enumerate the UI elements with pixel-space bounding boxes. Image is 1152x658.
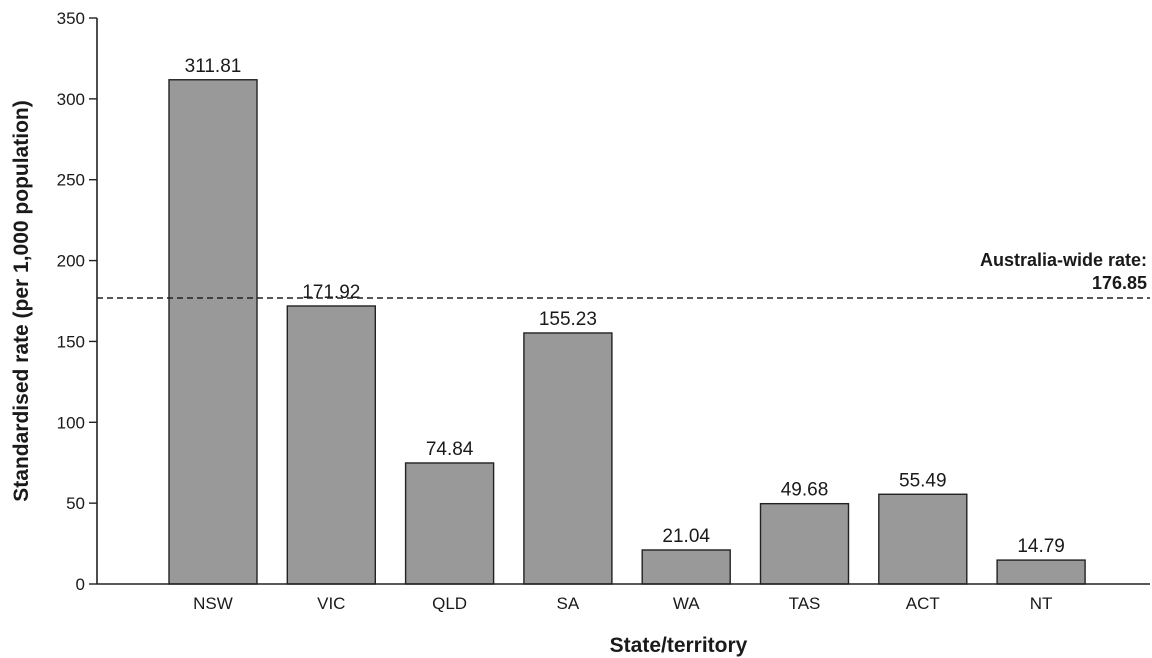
y-tick-label: 100	[57, 413, 85, 432]
y-tick-label: 50	[66, 494, 85, 513]
bar-qld	[404, 462, 495, 585]
reference-line-label: Australia-wide rate:	[980, 250, 1147, 270]
bar-tas	[759, 502, 850, 585]
bar-act	[878, 493, 968, 585]
y-tick-label: 200	[57, 252, 85, 271]
y-tick-label: 150	[57, 332, 85, 351]
x-tick-label-wa: WA	[673, 594, 700, 613]
data-label-act: 55.49	[899, 470, 947, 491]
data-label-nsw: 311.81	[185, 56, 242, 77]
x-tick-label-nsw: NSW	[193, 594, 233, 613]
x-tick-label-tas: TAS	[789, 594, 821, 613]
data-labels: 311.81 171.92 74.84 155.23 21.04 49.68 55.49 14…	[185, 56, 1065, 557]
y-axis-title: Standardised rate (per 1,000 population)	[10, 100, 33, 501]
x-axis-tick-labels: NSW VIC QLD SA WA TAS ACT NT	[193, 594, 1052, 613]
x-tick-label-sa: SA	[557, 594, 580, 613]
y-axis-ticks: 0 50 100 150 200 250 300 350	[57, 9, 97, 594]
bar-nt	[996, 559, 1086, 585]
data-label-nt: 14.79	[1017, 536, 1065, 557]
data-label-tas: 49.68	[781, 480, 829, 501]
y-tick-label: 250	[57, 171, 85, 190]
data-label-sa: 155.23	[539, 309, 597, 330]
y-tick-label: 350	[57, 9, 85, 28]
bars	[168, 79, 1086, 585]
y-tick-label: 300	[57, 90, 85, 109]
bar-nsw	[168, 79, 258, 585]
bar-wa	[641, 549, 731, 585]
data-label-vic: 171.92	[302, 282, 360, 303]
data-label-wa: 21.04	[662, 526, 710, 547]
bar-sa	[523, 332, 613, 585]
x-axis-title: State/territory	[610, 634, 748, 657]
y-tick-label: 0	[76, 575, 85, 594]
reference-line-value: 176.85	[1092, 273, 1147, 293]
x-tick-label-qld: QLD	[432, 594, 467, 613]
x-tick-label-vic: VIC	[317, 594, 345, 613]
x-tick-label-nt: NT	[1030, 594, 1053, 613]
bar-vic	[286, 305, 376, 585]
x-tick-label-act: ACT	[906, 594, 940, 613]
data-label-qld: 74.84	[426, 439, 474, 460]
